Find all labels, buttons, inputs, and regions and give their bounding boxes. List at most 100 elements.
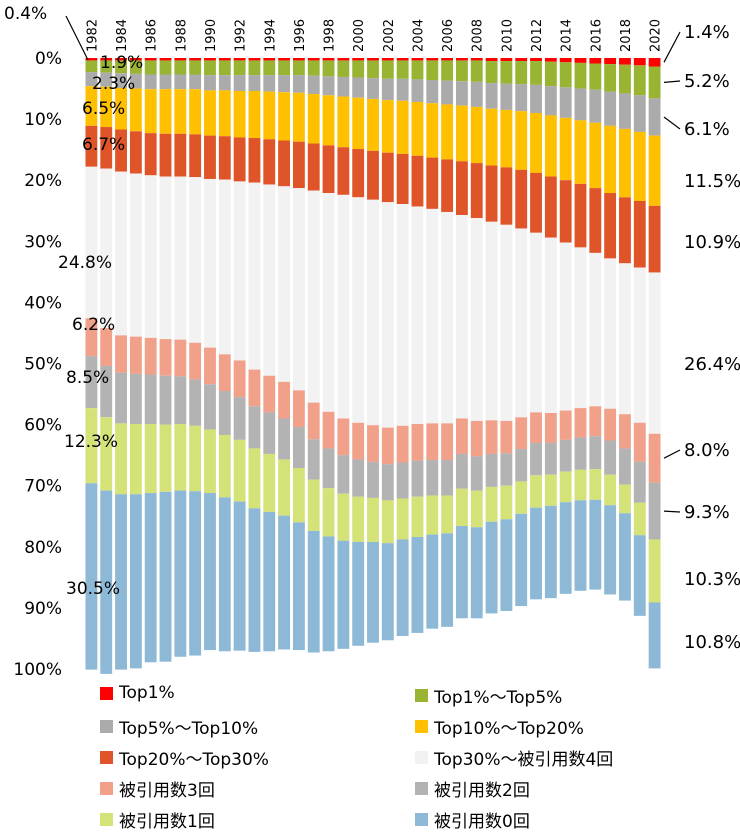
bar-segment [129,73,142,89]
bar-segment [189,379,202,426]
bar-segment [263,412,276,454]
bar-segment [411,79,424,102]
bar-segment [470,163,483,219]
bar-segment [367,199,379,426]
bar-segment [515,169,528,229]
bar-segment [396,153,409,205]
x-tick-label: 2016 [589,19,604,52]
bar-segment [233,60,246,76]
bar-segment [500,485,513,520]
legend-item: 被引用数1回 [100,807,215,832]
bar-segment [604,440,617,475]
bar-segment [322,58,335,61]
bar-segment [189,425,202,492]
bar-segment [559,87,572,118]
bar-segment [455,58,468,61]
bar-segment [485,108,498,166]
bar-segment [559,471,572,503]
bar-segment [500,453,513,486]
bar-segment [292,188,305,391]
bar-segment [411,155,424,207]
bar-segment [604,505,617,595]
bar-segment [218,434,231,498]
bar-segment [485,165,498,222]
bar-segment [248,90,261,139]
bar-segment [144,337,157,375]
bar-segment [233,397,246,440]
bar-segment [159,424,172,492]
bar-segment [189,58,202,61]
bar-segment [381,543,394,641]
left-annotation: 2.3% [92,74,135,94]
bar-segment [278,186,291,382]
bar-segment [619,263,631,415]
bar-segment [411,460,424,497]
bar-segment [544,86,557,116]
bar-segment [619,414,631,449]
bar-segment [530,58,542,62]
bar-segment [426,58,439,61]
bar-segment [115,87,127,130]
bar-segment [85,72,98,87]
bar-segment [604,474,617,506]
bar-segment [633,267,646,423]
bar-segment [515,84,528,112]
legend-item: Top30%～被引用数4回 [415,745,613,770]
legend-swatch [100,686,113,700]
bar-segment [396,462,409,499]
leader-line [663,449,681,459]
bar-segment [174,133,187,177]
bar-segment [322,193,335,412]
bar-segment [189,491,202,656]
bar-segment [263,58,276,61]
bar-segment [411,60,424,80]
bar-segment [426,80,439,104]
bar-segment [648,272,661,434]
bar-segment [381,152,394,203]
bar-segment [159,74,172,90]
leader-line [663,116,681,130]
bar-segment [129,336,142,374]
legend-label: 被引用数0回 [434,812,530,832]
bar-segment [426,495,439,535]
bar-segment [633,461,646,503]
bar-segment [381,500,394,544]
y-tick-label: 60% [24,416,62,436]
right-annotation: 1.4% [684,22,730,43]
bar-segment [189,74,202,90]
bar-segment [174,376,187,424]
bar-segment [85,60,98,73]
bar-segment [589,469,602,500]
bar-segment [115,58,127,61]
bar-segment [204,178,216,348]
bar-segment [292,141,305,189]
bar-segment [100,72,113,87]
x-tick-label: 1988 [174,19,189,52]
bar-segment [159,339,172,376]
bar-segment [530,507,542,600]
x-tick-label: 1998 [323,19,338,52]
bar-segment [278,140,291,187]
bar-segment [559,58,572,63]
left-annotation: 12.3% [64,432,118,452]
bar-segment [633,58,646,66]
bar-segment [189,177,202,343]
legend-label: 被引用数1回 [119,812,215,832]
bar-segment [218,391,231,435]
bar-segment [426,534,439,629]
bar-segment [574,500,587,591]
bar-segment [455,488,468,527]
bar-segment [307,94,320,144]
bar-segment [278,459,291,516]
bar-segment [307,530,320,653]
bar-segment [159,133,172,177]
bar-segment [441,58,454,61]
bar-segment [515,111,528,170]
bar-segment [396,58,409,61]
left-annotation: 6.5% [82,99,125,119]
bar-segment [648,205,661,273]
legend: Top1% Top1%～Top5% Top5%～Top10% Top10%～Top20… [100,680,720,832]
bar-segment [144,60,157,75]
bars-group [85,58,661,674]
bar-segment [278,75,291,93]
